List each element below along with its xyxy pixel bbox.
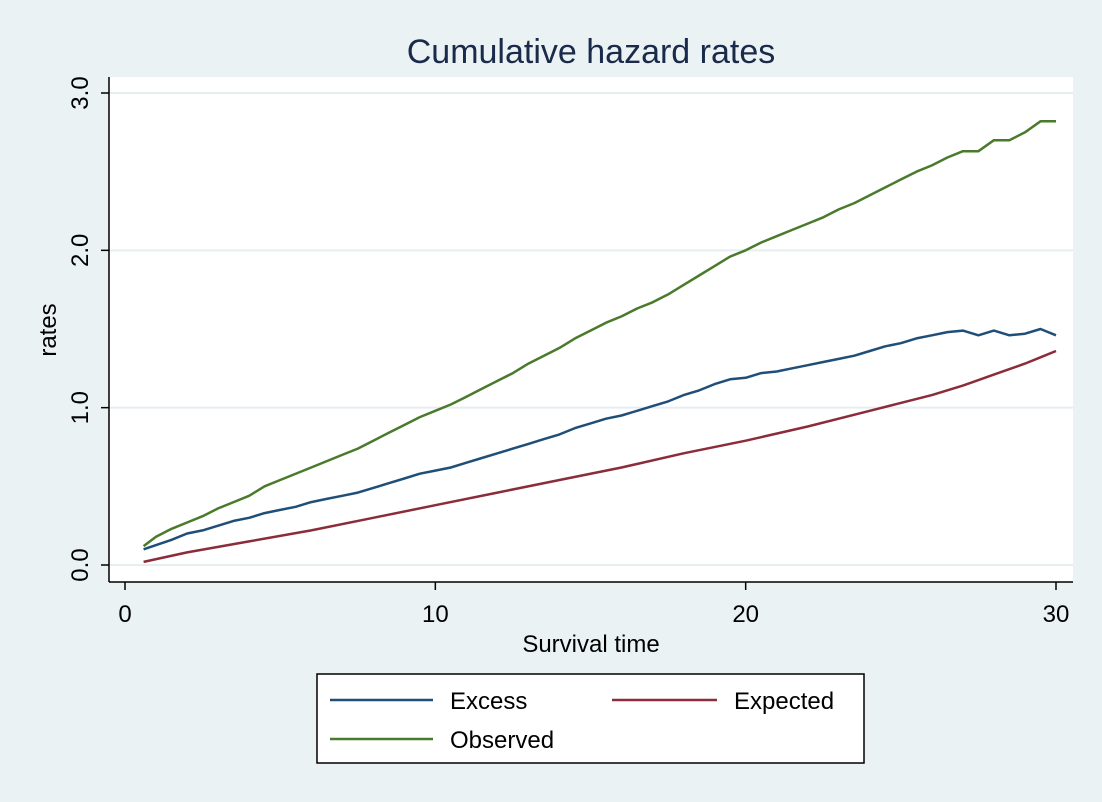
series-line-excess (143, 327, 1057, 551)
y-tick-label: 2.0 (67, 234, 94, 267)
legend-label-excess: Excess (450, 688, 527, 715)
x-axis-title: Survival time (522, 631, 659, 658)
y-ticks: 0.0 1.0 2.0 3.0 (67, 76, 109, 582)
y-tick-label: 3.0 (67, 76, 94, 109)
grid (109, 92, 1073, 566)
x-tick-label: 0 (118, 601, 131, 628)
legend-box (316, 673, 865, 764)
y-tick-label: 0.0 (67, 548, 94, 581)
series-layer (142, 120, 1057, 564)
y-axis-title: rates (35, 303, 62, 356)
series-line-expected (143, 349, 1057, 564)
series-line-observed (142, 120, 1056, 548)
legend-label-observed: Observed (450, 727, 554, 754)
legend-label-expected: Expected (734, 688, 834, 715)
legend: Excess Expected Observed (316, 673, 865, 764)
x-tick-label: 20 (732, 601, 759, 628)
x-tick-label: 30 (1043, 601, 1070, 628)
x-ticks: 0 10 20 30 (118, 582, 1069, 628)
y-tick-label: 1.0 (67, 391, 94, 424)
chart-title: Cumulative hazard rates (407, 33, 776, 71)
x-tick-label: 10 (422, 601, 449, 628)
